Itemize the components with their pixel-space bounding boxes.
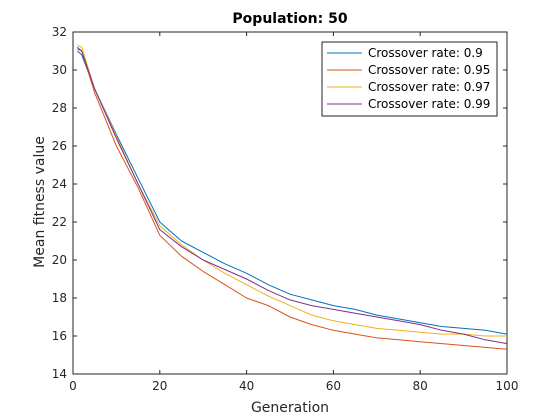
x-axis-label: Generation — [251, 400, 329, 416]
y-tick-label: 14 — [52, 367, 67, 381]
y-tick-label: 30 — [52, 63, 67, 77]
legend-entry-4: Crossover rate: 0.99 — [368, 97, 490, 111]
legend-entry-3: Crossover rate: 0.97 — [368, 80, 490, 94]
y-axis-label: Mean fitness value — [32, 136, 48, 268]
x-tick-label: 80 — [413, 379, 428, 393]
series-line-1 — [76, 50, 508, 335]
x-tick-label: 20 — [152, 379, 167, 393]
y-tick-label: 22 — [52, 215, 67, 229]
y-tick-label: 28 — [52, 101, 67, 115]
x-tick-label: 0 — [69, 379, 77, 393]
x-tick-label: 100 — [496, 379, 519, 393]
x-tick-label: 60 — [326, 379, 341, 393]
chart-title: Population: 50 — [232, 11, 347, 27]
x-tick-label: 40 — [239, 379, 254, 393]
legend-entry-2: Crossover rate: 0.95 — [368, 63, 490, 77]
legend-entry-1: Crossover rate: 0.9 — [368, 46, 483, 60]
axes-box — [72, 31, 508, 375]
y-tick-label: 26 — [52, 139, 67, 153]
y-tick-label: 20 — [52, 253, 67, 267]
y-tick-label: 32 — [52, 25, 67, 39]
legend: Crossover rate: 0.9 Crossover rate: 0.95 C… — [321, 41, 498, 117]
y-tick-label: 24 — [52, 177, 67, 191]
y-tick-label: 16 — [52, 329, 67, 343]
series-line-4 — [76, 46, 508, 345]
y-tick-label: 18 — [52, 291, 67, 305]
plot-area: 0 20 40 60 80 100 14 16 18 20 22 24 26 28 30 32 — [52, 25, 519, 393]
series-line-2 — [77, 48, 508, 350]
